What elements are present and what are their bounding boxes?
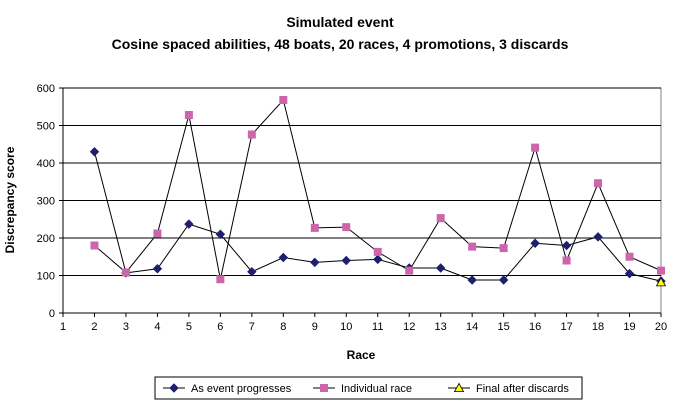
x-tick-label-4: 4	[154, 321, 160, 333]
x-tick-label-19: 19	[623, 321, 635, 333]
x-tick-label-20: 20	[655, 321, 667, 333]
series-1-point-10	[342, 223, 351, 232]
y-axis-ticks: 0 100 200 300 400 500 600	[37, 83, 63, 320]
x-tick-label-17: 17	[560, 321, 572, 333]
chart-subtitle: Cosine spaced abilities, 48 boats, 20 ra…	[112, 36, 569, 52]
series-1-point-7	[247, 130, 256, 139]
legend-marker-2	[453, 382, 465, 393]
series-1-point-9	[310, 223, 319, 232]
series-1-point-6	[216, 275, 225, 284]
series-0-point-15	[498, 275, 509, 285]
series-0	[89, 147, 666, 286]
series-0-point-2	[89, 147, 100, 157]
series-0-point-6	[215, 229, 226, 239]
x-tick-label-15: 15	[498, 321, 510, 333]
series-0-point-7	[247, 267, 257, 277]
y-tick-label-0: 0	[49, 308, 55, 320]
legend: As event progresses Individual race Final …	[154, 376, 583, 400]
series-1-point-14	[468, 242, 477, 251]
series-0-point-5	[184, 219, 194, 229]
series-1-point-20	[657, 266, 665, 275]
legend-label-2: Final after discards	[476, 383, 569, 395]
series-0-point-11	[373, 254, 383, 265]
series-1-point-12	[405, 266, 414, 275]
series-1-point-19	[625, 252, 634, 261]
series-2	[655, 276, 667, 287]
x-tick-label-13: 13	[435, 321, 447, 333]
series-0-point-17	[561, 240, 572, 251]
x-tick-label-11: 11	[372, 321, 383, 333]
x-tick-label-6: 6	[217, 321, 223, 333]
series-0-point-13	[435, 263, 446, 273]
x-tick-label-8: 8	[280, 321, 286, 333]
y-axis-label: Discrepancy score	[3, 146, 17, 253]
y-tick-label-500: 500	[37, 121, 55, 133]
x-tick-label-12: 12	[403, 321, 415, 333]
series-0-point-14	[467, 275, 477, 285]
x-tick-label-7: 7	[249, 321, 255, 333]
series-1-point-18	[594, 179, 603, 188]
y-tick-label-300: 300	[37, 196, 55, 208]
series-0-point-9	[310, 257, 320, 268]
series-1-point-13	[436, 214, 445, 223]
series-1-point-15	[499, 244, 508, 253]
legend-marker-0	[169, 383, 179, 393]
series-1-point-16	[531, 143, 540, 152]
series-1-point-11	[373, 247, 382, 256]
series-0-point-19	[624, 268, 635, 279]
x-axis-label: Race	[347, 348, 376, 362]
series-2-point-20	[655, 276, 667, 287]
series-0-point-10	[341, 255, 351, 266]
x-tick-label-3: 3	[123, 321, 129, 333]
series-1-point-2	[90, 241, 99, 250]
series-0-point-16	[530, 238, 540, 248]
y-tick-label-400: 400	[37, 158, 55, 170]
legend-label-1: Individual race	[341, 383, 412, 395]
x-tick-label-1: 1	[60, 321, 66, 333]
x-tick-label-18: 18	[592, 321, 604, 333]
chart-title: Simulated event	[286, 14, 394, 30]
series-1-point-8	[279, 96, 288, 104]
x-tick-label-2: 2	[91, 321, 97, 333]
x-tick-label-9: 9	[312, 321, 318, 333]
y-tick-label-100: 100	[37, 271, 55, 283]
series-0-point-8	[278, 252, 289, 263]
series-1-point-4	[153, 229, 162, 238]
legend-label-0: As event progresses	[191, 383, 292, 395]
series-1-point-17	[562, 256, 571, 265]
series-1-point-3	[121, 268, 130, 277]
x-tick-label-16: 16	[529, 321, 541, 333]
series-1	[90, 96, 665, 284]
y-tick-label-200: 200	[37, 233, 55, 245]
series-layer	[89, 96, 667, 287]
legend-box	[154, 376, 583, 400]
plot-area	[62, 87, 662, 314]
x-tick-label-10: 10	[340, 321, 352, 333]
x-tick-label-14: 14	[466, 321, 478, 333]
series-0-point-18	[593, 232, 603, 242]
y-tick-label-600: 600	[37, 83, 55, 95]
x-axis-ticks: 1 2 3 4 5 6 7 8 9 10 11 12 13 14 15 16 17 18 19 20	[60, 313, 667, 333]
x-tick-label-5: 5	[186, 321, 192, 333]
legend-marker-1	[320, 384, 328, 392]
series-0-point-4	[152, 264, 163, 274]
series-1-point-5	[184, 111, 193, 119]
